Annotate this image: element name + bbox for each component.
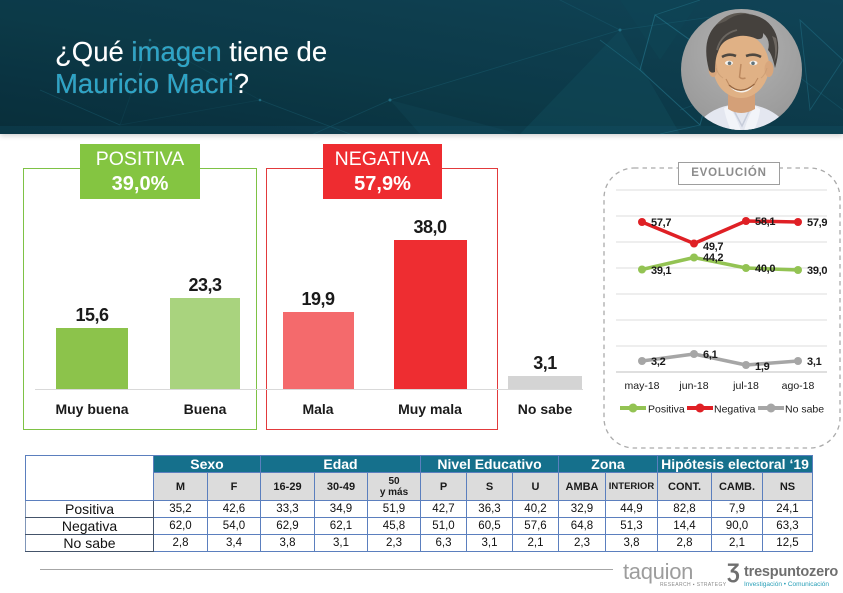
svg-text:3,2: 3,2	[651, 356, 666, 368]
svg-text:58,1: 58,1	[755, 216, 775, 228]
svg-text:Negativa: Negativa	[714, 404, 756, 416]
svg-text:3,1: 3,1	[807, 356, 822, 368]
svg-text:39,0: 39,0	[807, 265, 827, 277]
svg-text:No sabe: No sabe	[785, 404, 824, 416]
svg-text:44,2: 44,2	[703, 252, 723, 264]
svg-text:may-18: may-18	[624, 380, 659, 392]
svg-text:jul-18: jul-18	[732, 380, 759, 392]
svg-text:49,7: 49,7	[703, 241, 723, 253]
svg-text:Positiva: Positiva	[648, 404, 685, 416]
svg-text:40,0: 40,0	[755, 263, 775, 275]
svg-text:57,7: 57,7	[651, 217, 671, 229]
svg-text:ago-18: ago-18	[782, 380, 815, 392]
svg-text:6,1: 6,1	[703, 349, 718, 361]
svg-text:39,1: 39,1	[651, 265, 671, 277]
svg-text:1,9: 1,9	[755, 361, 770, 373]
svg-text:57,9: 57,9	[807, 217, 827, 229]
svg-text:jun-18: jun-18	[678, 380, 708, 392]
